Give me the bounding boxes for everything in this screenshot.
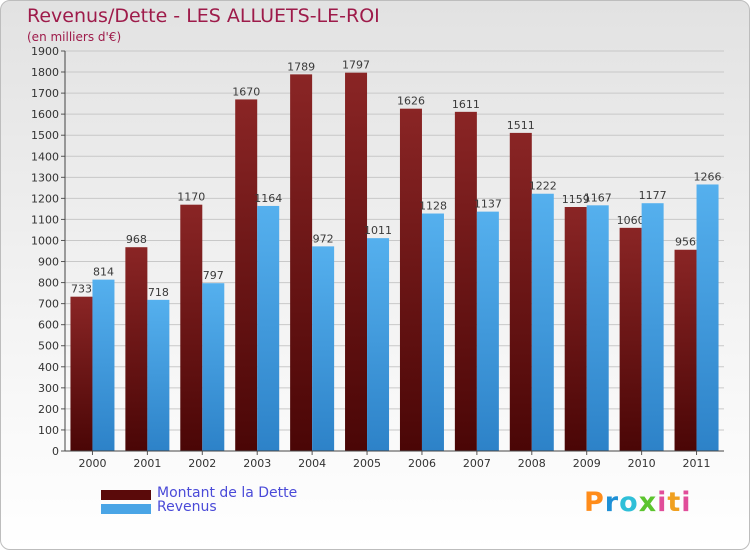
- y-tick-label: 900: [38, 256, 59, 269]
- data-label-revenue: 814: [93, 266, 114, 279]
- data-label-revenue: 1137: [474, 198, 502, 211]
- bar-revenue: [202, 283, 225, 451]
- data-label-revenue: 1164: [254, 192, 282, 205]
- bar-debt: [564, 207, 587, 451]
- data-label-debt: 956: [675, 236, 696, 249]
- bar-revenue: [147, 299, 170, 451]
- bar-revenue: [92, 279, 115, 451]
- x-tick-label: 2008: [518, 457, 546, 470]
- bar-debt: [619, 227, 642, 451]
- data-label-revenue: 972: [313, 232, 334, 245]
- bar-debt: [399, 108, 422, 452]
- y-tick-label: 1100: [31, 213, 59, 226]
- data-label-debt: 1060: [617, 214, 645, 227]
- x-tick-label: 2004: [298, 457, 326, 470]
- bar-revenue: [696, 184, 719, 451]
- legend-swatch-debt: [101, 490, 151, 500]
- y-tick-label: 1900: [31, 45, 59, 58]
- bar-debt: [180, 204, 203, 451]
- y-tick-label: 1000: [31, 234, 59, 247]
- bar-debt: [345, 72, 368, 452]
- data-label-revenue: 1128: [419, 200, 447, 213]
- x-tick-label: 2003: [243, 457, 271, 470]
- bar-revenue: [257, 205, 280, 451]
- y-tick-label: 1500: [31, 129, 59, 142]
- y-tick-label: 0: [52, 445, 59, 458]
- bar-revenue: [312, 246, 335, 451]
- bar-revenue: [586, 205, 609, 451]
- bar-debt: [454, 111, 477, 451]
- data-label-revenue: 797: [203, 269, 224, 282]
- data-label-debt: 1611: [452, 98, 480, 111]
- data-label-debt: 1797: [342, 59, 370, 72]
- data-label-revenue: 718: [148, 286, 169, 299]
- proxiti-logo: Proxiti: [584, 487, 692, 518]
- bar-revenue: [476, 211, 499, 451]
- y-tick-label: 500: [38, 340, 59, 353]
- data-label-revenue: 1167: [584, 191, 612, 204]
- bar-revenue: [531, 193, 554, 451]
- legend-label-revenue: Revenus: [157, 499, 217, 515]
- y-tick-label: 1300: [31, 171, 59, 184]
- y-tick-label: 600: [38, 319, 59, 332]
- bar-revenue: [641, 203, 664, 451]
- x-tick-label: 2001: [133, 457, 161, 470]
- chart-title: Revenus/Dette - LES ALLUETS-LE-ROI: [27, 5, 380, 27]
- data-label-debt: 1789: [287, 60, 315, 73]
- y-tick-label: 1400: [31, 150, 59, 163]
- bar-debt: [235, 99, 258, 451]
- bar-revenue: [421, 213, 444, 451]
- data-label-debt: 1511: [507, 119, 535, 132]
- x-tick-label: 2005: [353, 457, 381, 470]
- y-tick-label: 700: [38, 298, 59, 311]
- grid-lines: [65, 50, 724, 452]
- x-tick-label: 2010: [628, 457, 656, 470]
- data-label-revenue: 1222: [529, 180, 557, 193]
- bar-debt: [509, 132, 532, 452]
- axes: 0 100 200 300 400 500 600 700 800 900 1000 1100 1200…: [31, 45, 724, 470]
- data-label-revenue: 1011: [364, 224, 392, 237]
- data-label-revenue: 1177: [639, 189, 667, 202]
- legend-swatch-revenue: [101, 504, 151, 514]
- data-label-debt: 968: [126, 233, 147, 246]
- bar-debt: [290, 74, 313, 452]
- y-tick-label: 800: [38, 277, 59, 290]
- bar-debt: [125, 247, 148, 451]
- bar-debt: [674, 249, 697, 451]
- x-tick-label: 2000: [78, 457, 106, 470]
- y-tick-label: 1700: [31, 87, 59, 100]
- x-tick-label: 2007: [463, 457, 491, 470]
- data-label-revenue: 1266: [694, 170, 722, 183]
- bar-debt: [70, 296, 93, 451]
- legend-label-debt: Montant de la Dette: [157, 485, 298, 501]
- data-label-debt: 1170: [177, 191, 205, 204]
- chart-subtitle: (en milliers d'€): [27, 30, 122, 44]
- data-label-debt: 1626: [397, 95, 425, 108]
- data-label-debt: 1159: [562, 193, 590, 206]
- y-tick-label: 100: [38, 424, 59, 437]
- x-tick-label: 2006: [408, 457, 436, 470]
- bar-revenue: [367, 238, 390, 451]
- data-label-debt: 1670: [232, 85, 260, 98]
- y-tick-label: 400: [38, 361, 59, 374]
- x-tick-label: 2002: [188, 457, 216, 470]
- y-tick-label: 200: [38, 403, 59, 416]
- data-label-debt: 733: [71, 283, 92, 296]
- y-tick-label: 1800: [31, 66, 59, 79]
- y-tick-label: 300: [38, 382, 59, 395]
- x-tick-label: 2009: [573, 457, 601, 470]
- y-tick-label: 1200: [31, 192, 59, 205]
- x-tick-label: 2011: [683, 457, 711, 470]
- y-tick-label: 1600: [31, 108, 59, 121]
